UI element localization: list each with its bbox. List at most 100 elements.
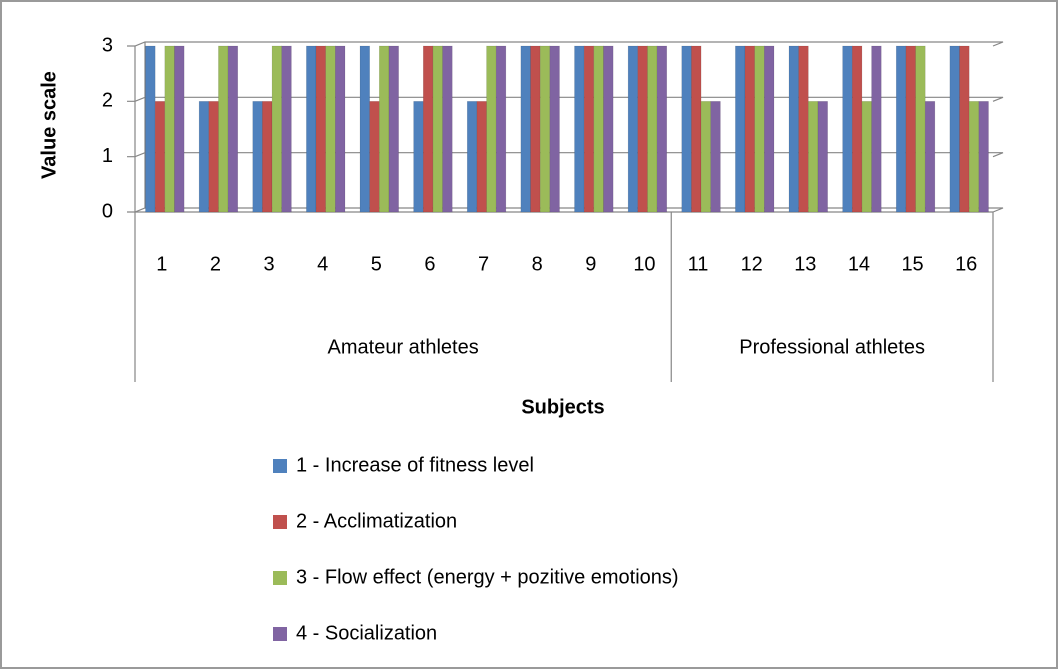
x-tick-label: 7 bbox=[478, 253, 489, 275]
x-tick-label: 16 bbox=[955, 253, 977, 275]
x-tick-label: 15 bbox=[901, 253, 923, 275]
bar bbox=[164, 45, 175, 213]
bar bbox=[520, 45, 531, 213]
y-tick-label: 1 bbox=[102, 145, 113, 167]
bar bbox=[306, 45, 317, 213]
bar bbox=[764, 45, 775, 213]
bar bbox=[817, 101, 828, 213]
bar bbox=[744, 45, 755, 213]
bar bbox=[656, 45, 668, 213]
group-label: Professional athletes bbox=[739, 336, 925, 358]
bar bbox=[603, 45, 614, 213]
y-tick-label: 2 bbox=[102, 90, 113, 112]
bar bbox=[145, 45, 156, 213]
legend-swatch bbox=[273, 627, 287, 641]
bar bbox=[154, 101, 166, 213]
x-tick-label: 5 bbox=[371, 253, 382, 275]
bar bbox=[949, 45, 960, 213]
bar bbox=[924, 101, 936, 213]
x-tick-label: 9 bbox=[585, 253, 596, 275]
bar bbox=[422, 45, 434, 213]
bar bbox=[325, 45, 336, 213]
bar bbox=[432, 45, 443, 213]
x-tick-label: 11 bbox=[688, 253, 709, 275]
bar bbox=[627, 45, 639, 213]
legend-label: 1 - Increase of fitness level bbox=[296, 454, 534, 476]
bar bbox=[262, 101, 273, 213]
bar bbox=[861, 101, 872, 213]
x-tick-label: 14 bbox=[848, 253, 870, 275]
bar bbox=[486, 45, 497, 213]
bar bbox=[583, 45, 595, 213]
y-tick-label: 3 bbox=[102, 34, 113, 56]
bar bbox=[539, 45, 551, 213]
bar bbox=[798, 45, 809, 213]
x-tick-label: 10 bbox=[633, 253, 655, 275]
bar bbox=[476, 101, 487, 213]
bar bbox=[691, 45, 702, 213]
bar bbox=[978, 101, 989, 213]
x-tick-label: 1 bbox=[156, 253, 167, 275]
bar bbox=[281, 45, 292, 213]
bar bbox=[388, 45, 399, 213]
grid-line bbox=[127, 152, 1004, 158]
bar bbox=[637, 45, 648, 213]
bar bbox=[530, 45, 541, 213]
x-tick-label: 4 bbox=[317, 253, 328, 275]
bar bbox=[227, 45, 239, 213]
bar bbox=[369, 101, 380, 213]
x-tick-label: 2 bbox=[210, 253, 221, 275]
bar bbox=[735, 45, 746, 213]
x-tick-label: 8 bbox=[532, 253, 543, 275]
bar bbox=[208, 101, 219, 213]
bar bbox=[271, 45, 283, 213]
bar bbox=[549, 45, 560, 213]
bar bbox=[574, 45, 585, 213]
bar bbox=[905, 45, 916, 213]
bar bbox=[379, 45, 390, 213]
bar bbox=[871, 45, 882, 213]
legend-label: 2 - Acclimatization bbox=[296, 510, 457, 532]
legend-swatch bbox=[273, 459, 287, 473]
bar bbox=[851, 45, 863, 213]
bar bbox=[218, 45, 229, 213]
bar bbox=[315, 45, 326, 213]
x-tick-label: 13 bbox=[794, 253, 816, 275]
grid-line bbox=[127, 96, 1004, 102]
legend-label: 3 - Flow effect (energy + pozitive emoti… bbox=[296, 566, 679, 588]
bar bbox=[466, 101, 478, 213]
legend-swatch bbox=[273, 515, 287, 529]
bar bbox=[895, 45, 907, 213]
bar bbox=[788, 45, 799, 213]
x-tick-label: 6 bbox=[424, 253, 435, 275]
bar bbox=[681, 45, 692, 213]
bar bbox=[413, 101, 424, 213]
bar bbox=[442, 45, 453, 213]
bar bbox=[710, 101, 721, 213]
y-tick-label: 0 bbox=[102, 200, 113, 222]
bar bbox=[252, 101, 263, 213]
bar bbox=[495, 45, 507, 213]
grid-line bbox=[127, 41, 1004, 47]
bar bbox=[335, 45, 346, 213]
x-axis-title: Subjects bbox=[521, 396, 604, 418]
bar bbox=[647, 45, 658, 213]
bar bbox=[959, 45, 970, 213]
bar bbox=[359, 45, 370, 213]
x-tick-label: 12 bbox=[741, 253, 763, 275]
bar bbox=[808, 101, 819, 213]
grid-line bbox=[127, 207, 1004, 213]
x-tick-label: 3 bbox=[264, 253, 275, 275]
bar bbox=[700, 101, 712, 213]
bar bbox=[174, 45, 185, 213]
bar bbox=[842, 45, 853, 213]
bar bbox=[968, 101, 980, 213]
bar bbox=[754, 45, 765, 213]
y-axis-title: Value scale bbox=[38, 71, 60, 179]
bar bbox=[915, 45, 926, 213]
bar bbox=[593, 45, 604, 213]
legend-label: 4 - Socialization bbox=[296, 622, 437, 644]
legend-swatch bbox=[273, 571, 287, 585]
bar bbox=[198, 101, 210, 213]
